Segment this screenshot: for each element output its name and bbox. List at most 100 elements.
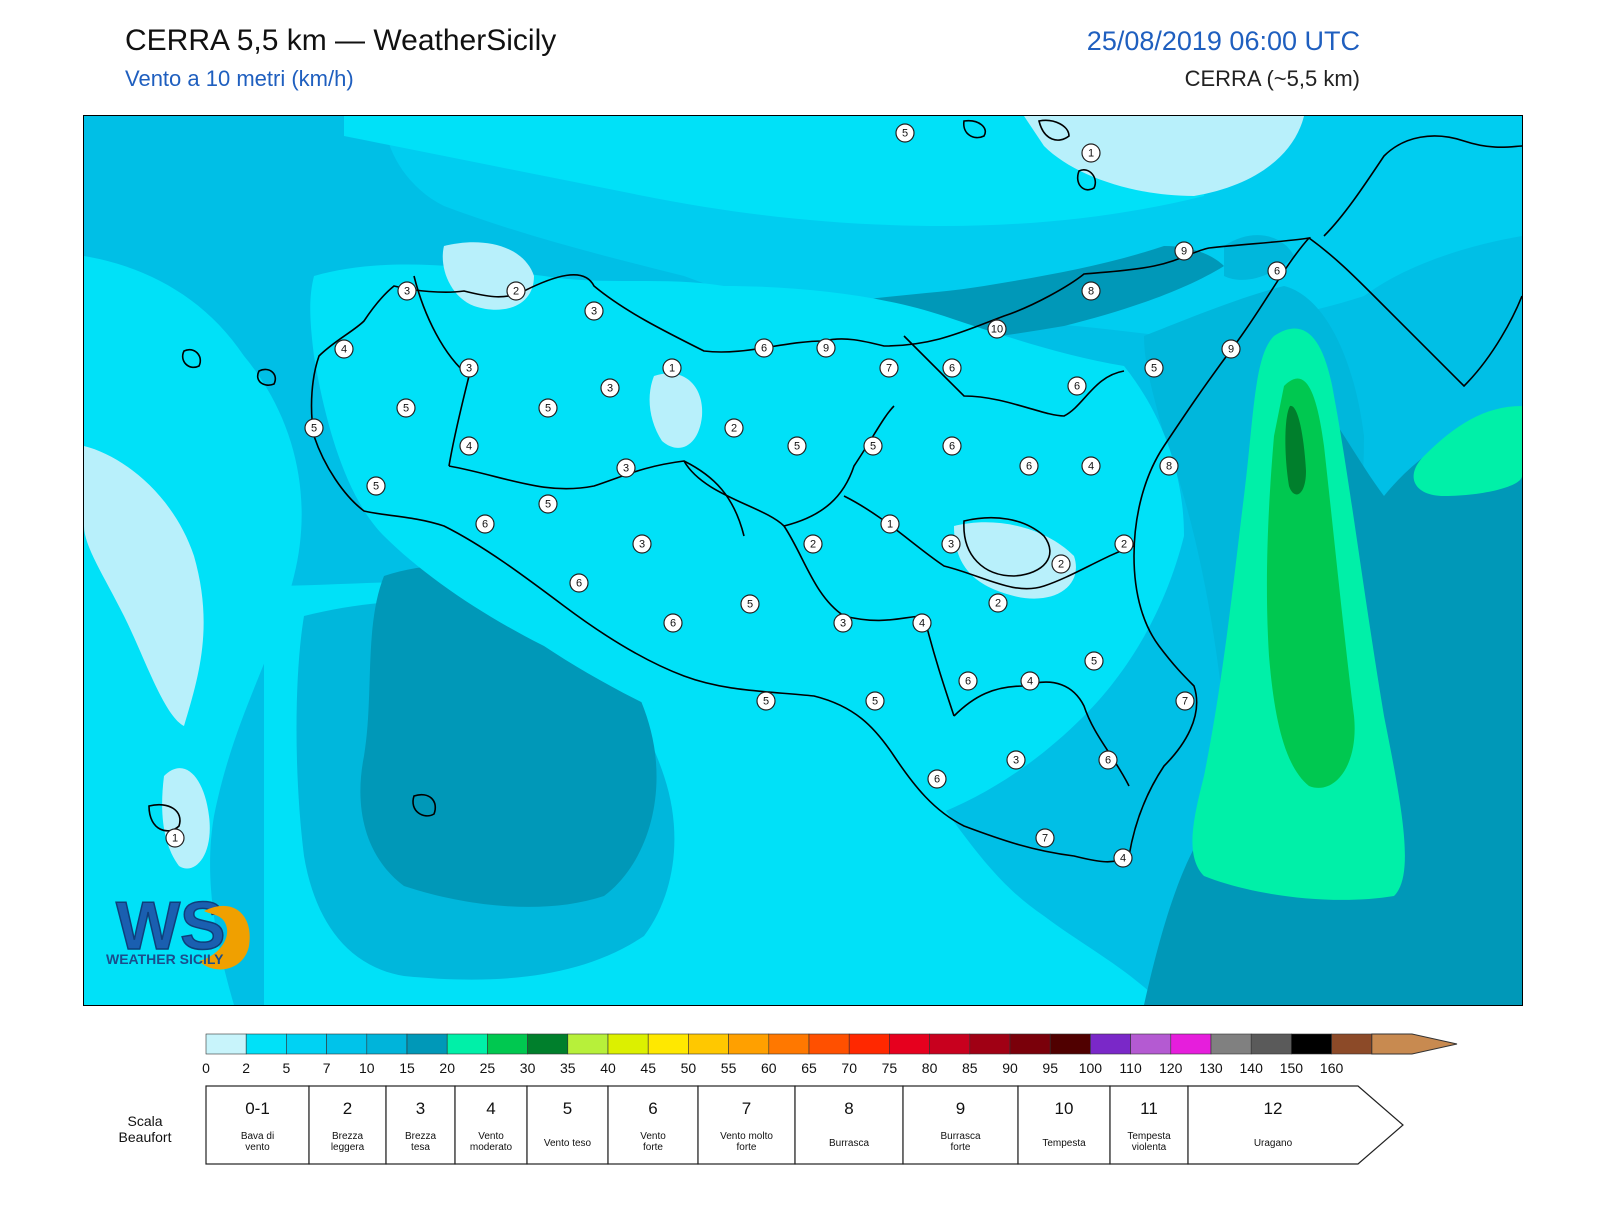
station-marker-circle (165, 828, 185, 848)
contour-0-2-west (84, 446, 204, 726)
colorbar-segment (607, 1033, 649, 1055)
beaufort-label-line2: Beaufort (119, 1129, 172, 1145)
station-marker: 2 (1051, 554, 1071, 574)
station-marker-circle (475, 514, 495, 534)
weathersicily-logo: WS WEATHER SICILY (106, 887, 250, 970)
beaufort-number: 5 (563, 1099, 572, 1118)
station-marker-value: 6 (949, 441, 955, 453)
station-marker-value: 5 (794, 441, 800, 453)
station-marker-circle (895, 123, 915, 143)
model-resolution: CERRA (~5,5 km) (1184, 66, 1360, 91)
ustica-island (963, 119, 986, 139)
colorbar-tick-label: 85 (962, 1060, 978, 1076)
station-marker: 4 (1113, 848, 1133, 868)
station-marker: 6 (663, 613, 683, 633)
station-marker: 1 (662, 358, 682, 378)
colorbar-arrow (1371, 1033, 1458, 1055)
station-marker: 1 (165, 828, 185, 848)
station-marker: 5 (538, 398, 558, 418)
station-marker-value: 4 (466, 441, 472, 453)
beaufort-desc: forte (950, 1142, 970, 1153)
province-border-palermo-caltanissetta (683, 460, 925, 622)
colorbar-tick-label: 90 (1002, 1060, 1018, 1076)
colorbar-tick-label: 150 (1280, 1060, 1304, 1076)
station-marker-value: 10 (991, 324, 1003, 336)
station-marker-circle (1051, 554, 1071, 574)
colorbar-segment (1130, 1033, 1172, 1055)
station-marker-value: 3 (607, 383, 613, 395)
station-marker-value: 3 (591, 306, 597, 318)
station-marker-value: 2 (1121, 539, 1127, 551)
station-marker: 6 (942, 358, 962, 378)
station-marker-circle (662, 358, 682, 378)
beaufort-desc: Brezza (405, 1131, 437, 1142)
alicudi-island (1038, 119, 1070, 141)
colorbar-tick-label: 50 (681, 1060, 697, 1076)
colorbar-segment (205, 1033, 247, 1055)
station-marker: 5 (1144, 358, 1164, 378)
station-marker: 2 (1114, 534, 1134, 554)
colorbar-segment (446, 1033, 488, 1055)
station-marker-value: 9 (1181, 246, 1187, 258)
station-marker-value: 2 (513, 286, 519, 298)
station-marker: 8 (1159, 456, 1179, 476)
station-marker-circle (1081, 281, 1101, 301)
beaufort-cell (1017, 1085, 1111, 1165)
calabria-north (1323, 135, 1522, 237)
beaufort-cell (902, 1085, 1019, 1165)
station-marker: 4 (1020, 671, 1040, 691)
lipari-island (1076, 169, 1097, 191)
colorbar-segment (808, 1033, 850, 1055)
station-marker-value: 6 (1026, 461, 1032, 473)
colorbar-tick-label: 40 (600, 1060, 616, 1076)
station-marker-value: 1 (1088, 148, 1094, 160)
colorbar-segment (527, 1033, 569, 1055)
beaufort-number: 12 (1264, 1099, 1283, 1118)
station-marker-value: 4 (1088, 461, 1094, 473)
station-marker-circle (1098, 750, 1118, 770)
station-marker: 5 (787, 436, 807, 456)
station-marker-circle (787, 436, 807, 456)
station-marker-value: 6 (1105, 755, 1111, 767)
station-marker-circle (459, 436, 479, 456)
colorbar-tick-label: 10 (359, 1060, 375, 1076)
beaufort-number: 6 (648, 1099, 657, 1118)
station-marker: 4 (912, 613, 932, 633)
station-marker-value: 6 (949, 363, 955, 375)
station-marker-value: 5 (311, 423, 317, 435)
station-marker-circle (724, 418, 744, 438)
colorbar-tick-label: 2 (242, 1060, 250, 1076)
station-marker-circle (927, 769, 947, 789)
station-marker: 6 (927, 769, 947, 789)
station-marker-value: 3 (948, 539, 954, 551)
station-marker-value: 3 (466, 363, 472, 375)
colorbar-segment (245, 1033, 287, 1055)
beaufort-desc: Vento (640, 1131, 666, 1142)
station-marker: 2 (506, 281, 526, 301)
contour-0-2-central (649, 373, 703, 448)
station-marker-circle (754, 338, 774, 358)
station-marker-circle (334, 339, 354, 359)
station-marker: 3 (941, 534, 961, 554)
station-marker: 7 (879, 358, 899, 378)
station-marker: 5 (304, 418, 324, 438)
station-marker-value: 4 (341, 344, 347, 356)
station-marker-value: 6 (670, 618, 676, 630)
logo-sun (199, 905, 250, 970)
colorbar-segment (1250, 1033, 1292, 1055)
beaufort-desc: violenta (1132, 1142, 1167, 1153)
station-marker-circle (538, 398, 558, 418)
station-marker-circle (879, 358, 899, 378)
station-marker: 3 (459, 358, 479, 378)
station-marker: 7 (1035, 828, 1055, 848)
beaufort-desc: forte (736, 1142, 756, 1153)
station-marker-circle (988, 593, 1008, 613)
colorbar-segment (366, 1033, 408, 1055)
colorbar-ticks: 0 2 5 7 10 15 20 25 30 35 40 45 50 55 60 65 70 75 80 85 90 95… (202, 1060, 1343, 1076)
beaufort-number: 3 (416, 1099, 425, 1118)
station-marker-circle (803, 534, 823, 554)
station-marker: 5 (366, 476, 386, 496)
station-marker-circle (816, 338, 836, 358)
station-marker-value: 5 (1091, 656, 1097, 668)
